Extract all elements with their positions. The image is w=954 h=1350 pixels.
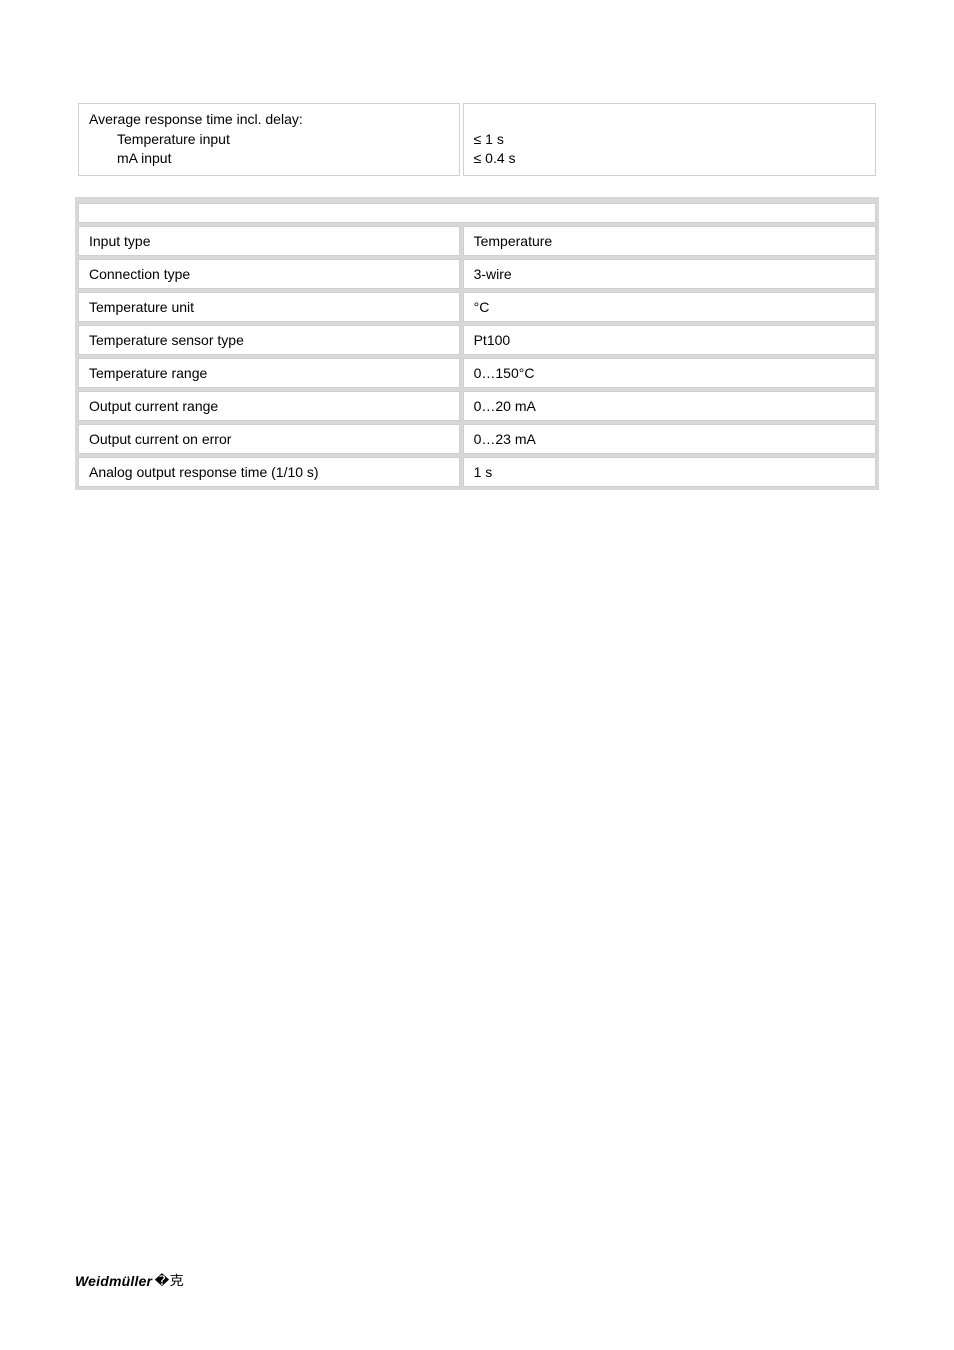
table-row: Connection type 3-wire <box>78 259 876 289</box>
response-time-value-cell: ≤ 1 s ≤ 0.4 s <box>463 103 876 176</box>
table-row: Analog output response time (1/10 s) 1 s <box>78 457 876 487</box>
table-row: Output current range 0…20 mA <box>78 391 876 421</box>
label-line: mA input <box>89 149 449 169</box>
settings-table: Input type Temperature Connection type 3… <box>75 200 879 490</box>
value-line: ≤ 0.4 s <box>474 150 516 166</box>
table-row: Average response time incl. delay: Tempe… <box>78 103 876 176</box>
label-line: Temperature input <box>89 130 449 150</box>
table-row: Temperature sensor type Pt100 <box>78 325 876 355</box>
page: Average response time incl. delay: Tempe… <box>0 0 954 1310</box>
brand-text: Weidmüller <box>75 1273 152 1289</box>
row-label: Temperature sensor type <box>78 325 460 355</box>
section-header-row <box>78 203 876 223</box>
footer-brand: Weidmüller �克 <box>75 1271 183 1290</box>
table-row: Input type Temperature <box>78 226 876 256</box>
row-label: Connection type <box>78 259 460 289</box>
response-time-label-cell: Average response time incl. delay: Tempe… <box>78 103 460 176</box>
row-label: Temperature unit <box>78 292 460 322</box>
table-row: Temperature unit °C <box>78 292 876 322</box>
row-label: Analog output response time (1/10 s) <box>78 457 460 487</box>
table-row: Output current on error 0…23 mA <box>78 424 876 454</box>
row-value: 0…20 mA <box>463 391 876 421</box>
row-label: Output current range <box>78 391 460 421</box>
label-line: Average response time incl. delay: <box>89 111 303 127</box>
table-row: Temperature range 0…150°C <box>78 358 876 388</box>
value-line: ≤ 1 s <box>474 131 504 147</box>
row-value: °C <box>463 292 876 322</box>
row-label: Temperature range <box>78 358 460 388</box>
row-value: 1 s <box>463 457 876 487</box>
brand-glyph-icon: �克 <box>155 1270 184 1289</box>
row-label: Input type <box>78 226 460 256</box>
row-value: 0…23 mA <box>463 424 876 454</box>
row-value: 3-wire <box>463 259 876 289</box>
footer: Weidmüller �克 <box>75 1271 183 1290</box>
settings-section: Input type Temperature Connection type 3… <box>75 197 879 490</box>
row-value: Pt100 <box>463 325 876 355</box>
row-value: 0…150°C <box>463 358 876 388</box>
row-value: Temperature <box>463 226 876 256</box>
response-time-table: Average response time incl. delay: Tempe… <box>75 100 879 179</box>
row-label: Output current on error <box>78 424 460 454</box>
section-header <box>78 203 876 223</box>
